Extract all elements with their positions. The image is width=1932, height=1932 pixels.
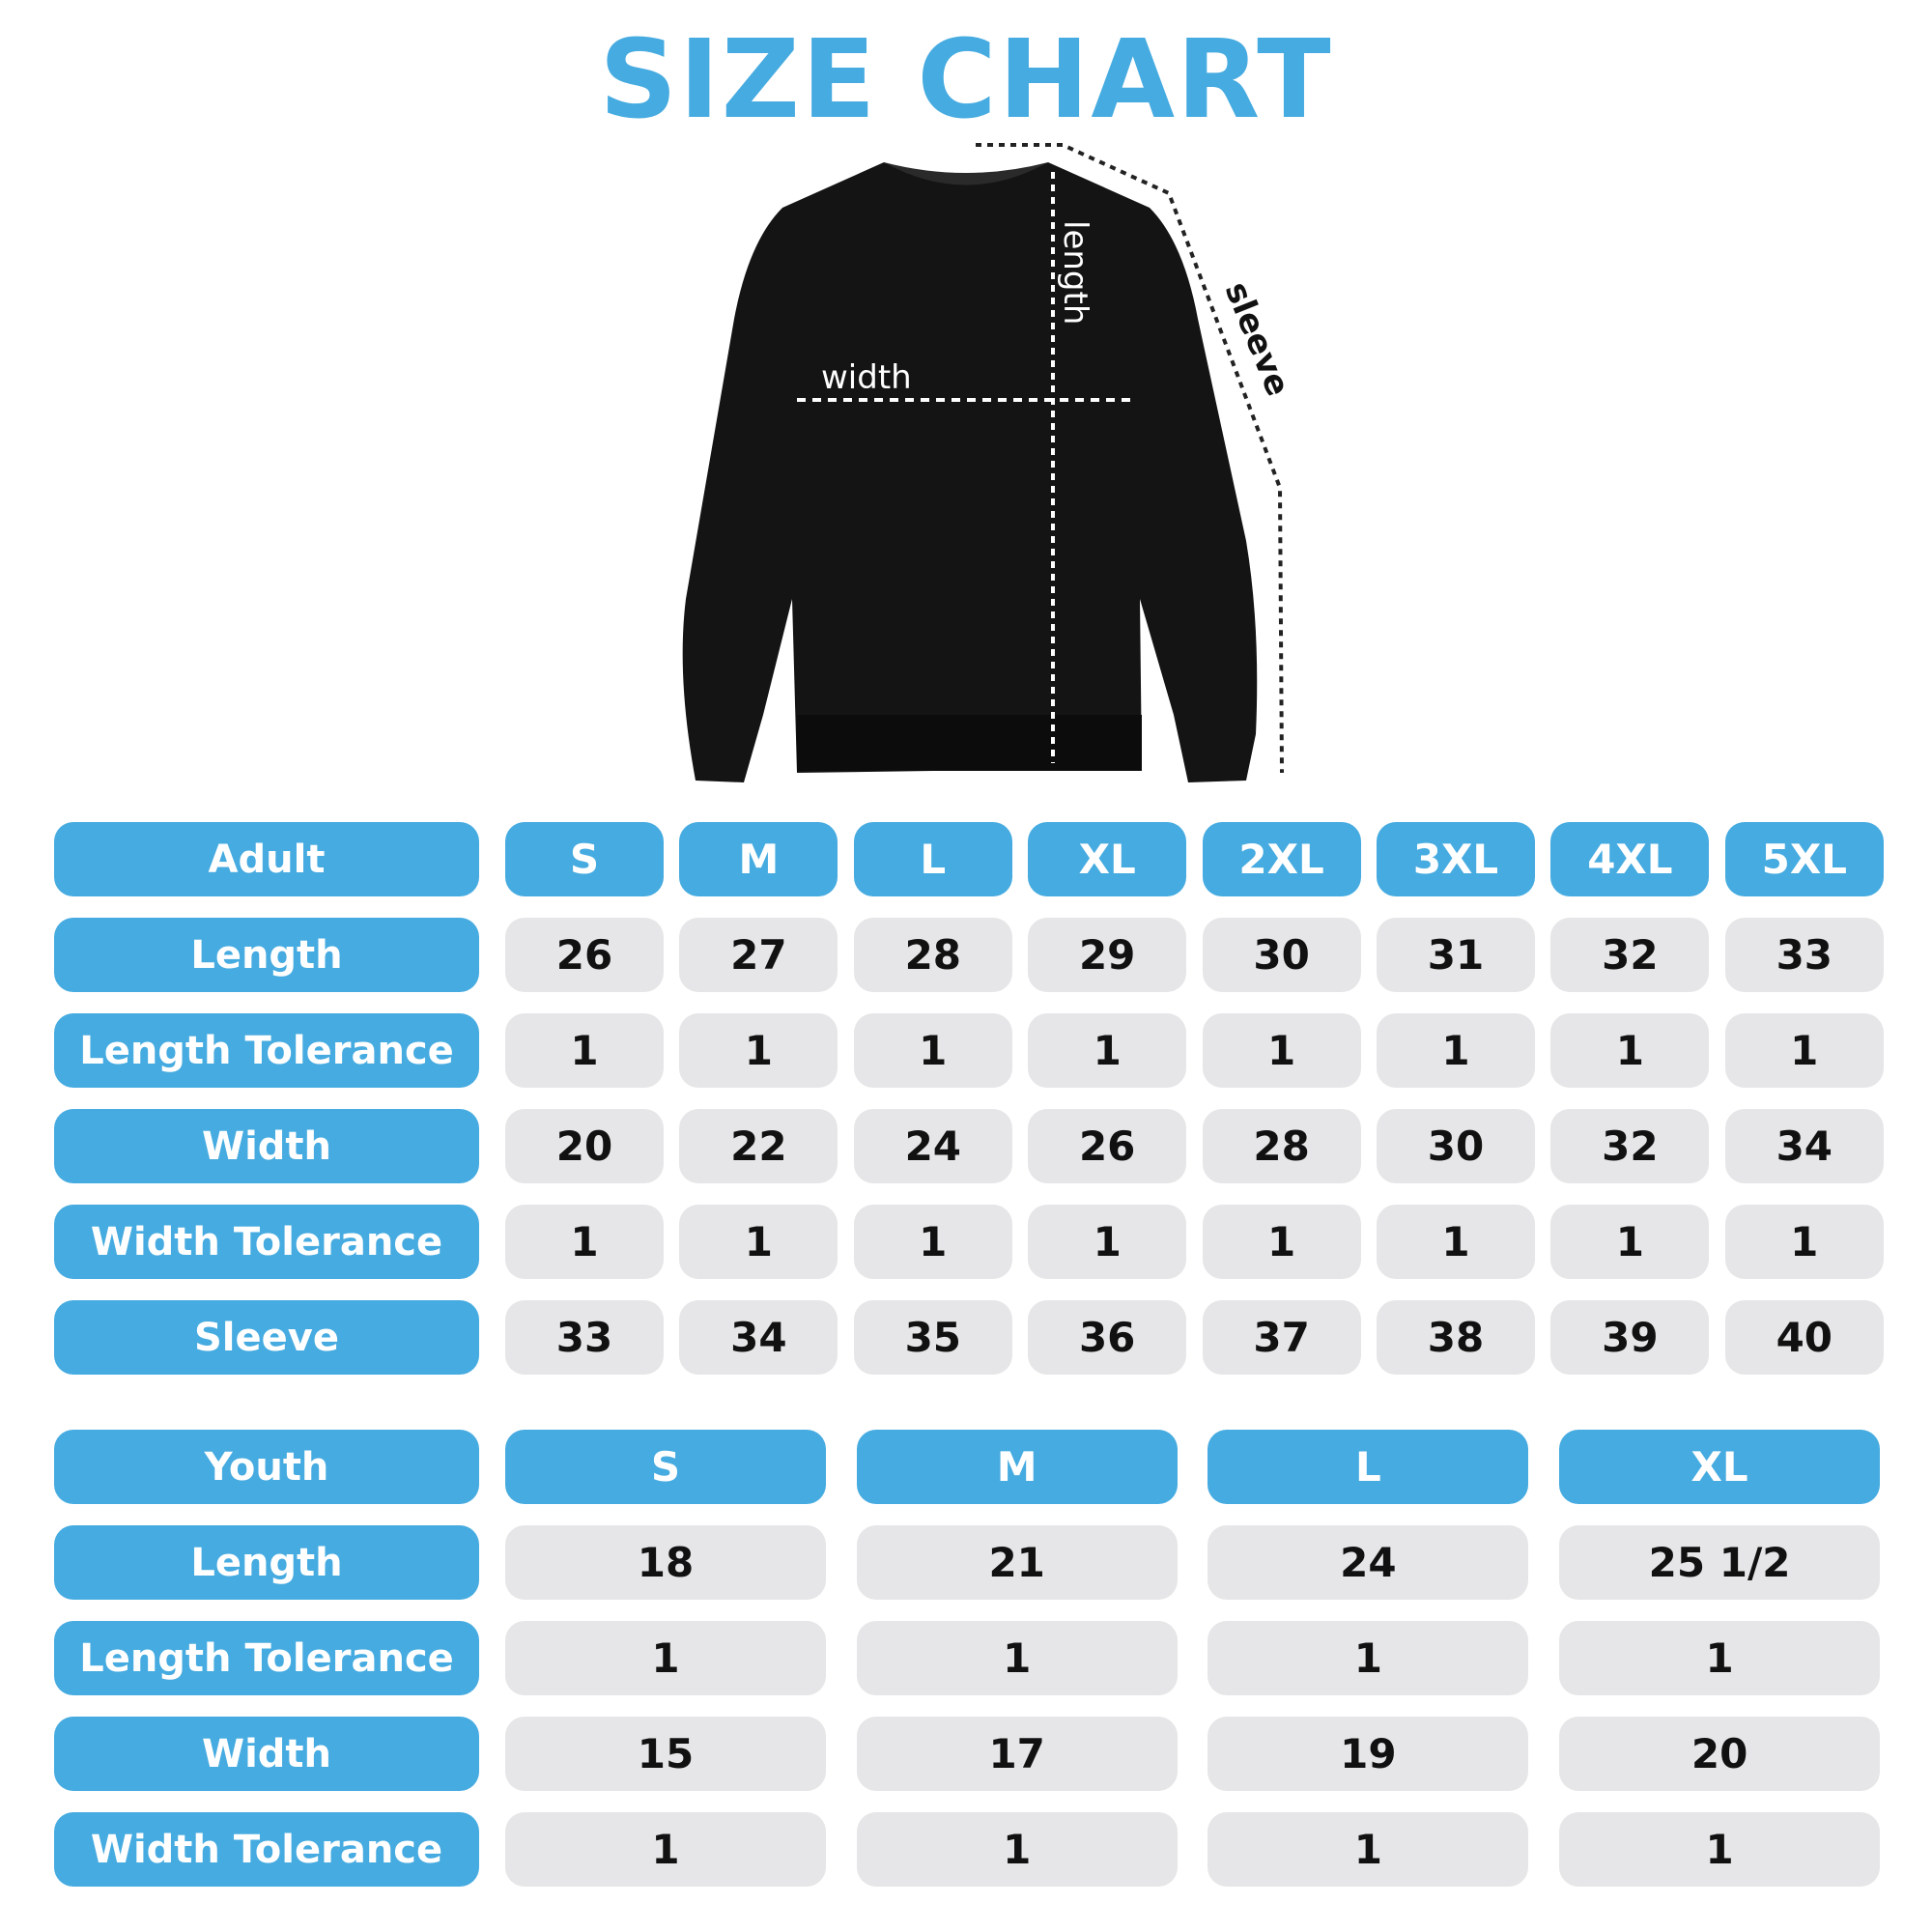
- value-cell: 1: [1550, 1013, 1710, 1088]
- table-row: Width Tolerance 1 1 1 1 1 1 1 1: [54, 1205, 1884, 1279]
- value-cell: 17: [856, 1717, 1178, 1791]
- value-cell: 1: [1028, 1013, 1187, 1088]
- table-row: Length Tolerance 1 1 1 1 1 1 1 1: [54, 1013, 1884, 1088]
- value-cell: 31: [1377, 918, 1535, 992]
- sweatshirt-image: [682, 162, 1258, 782]
- value-cell: 30: [1202, 918, 1361, 992]
- row-label: Length Tolerance: [54, 1621, 479, 1695]
- table-row: Length 18 21 24 25 1/2: [54, 1525, 1881, 1600]
- value-cell: 1: [1202, 1205, 1361, 1279]
- value-cell: 28: [853, 918, 1012, 992]
- value-cell: 1: [1559, 1812, 1881, 1887]
- row-label: Length: [54, 918, 479, 992]
- value-cell: 1: [1208, 1812, 1529, 1887]
- header-row: Adult S M L XL 2XL 3XL 4XL 5XL: [54, 822, 1884, 896]
- value-cell: 1: [679, 1205, 838, 1279]
- value-cell: 20: [1559, 1717, 1881, 1791]
- value-cell: 1: [1550, 1205, 1710, 1279]
- value-cell: 34: [679, 1300, 838, 1375]
- size-header: XL: [1559, 1430, 1881, 1504]
- value-cell: 30: [1377, 1109, 1535, 1183]
- sweatshirt-diagram: width length sleeve: [682, 143, 1297, 782]
- value-cell: 1: [856, 1621, 1178, 1695]
- value-cell: 22: [679, 1109, 838, 1183]
- value-cell: 1: [1208, 1621, 1529, 1695]
- value-cell: 20: [505, 1109, 664, 1183]
- value-cell: 1: [853, 1205, 1012, 1279]
- value-cell: 21: [856, 1525, 1178, 1600]
- value-cell: 1: [1559, 1621, 1881, 1695]
- value-cell: 32: [1550, 918, 1710, 992]
- value-cell: 18: [505, 1525, 826, 1600]
- row-label: Adult: [54, 822, 479, 896]
- value-cell: 1: [1028, 1205, 1187, 1279]
- value-cell: 1: [1377, 1013, 1535, 1088]
- header-row: Youth S M L XL: [54, 1430, 1881, 1504]
- size-header: S: [505, 822, 664, 896]
- table-row: Width 15 17 19 20: [54, 1717, 1881, 1791]
- sleeve-measure-line: [976, 143, 1284, 774]
- row-label: Length Tolerance: [54, 1013, 479, 1088]
- table-row: Width Tolerance 1 1 1 1: [54, 1812, 1881, 1887]
- size-header: XL: [1028, 822, 1187, 896]
- value-cell: 26: [505, 918, 664, 992]
- value-cell: 32: [1550, 1109, 1710, 1183]
- value-cell: 37: [1202, 1300, 1361, 1375]
- size-header: M: [856, 1430, 1178, 1504]
- row-label: Width: [54, 1717, 479, 1791]
- value-cell: 15: [505, 1717, 826, 1791]
- width-label: width: [821, 358, 912, 397]
- row-label: Width Tolerance: [54, 1205, 479, 1279]
- value-cell: 28: [1202, 1109, 1361, 1183]
- value-cell: 1: [1724, 1013, 1884, 1088]
- value-cell: 39: [1550, 1300, 1710, 1375]
- row-label: Length: [54, 1525, 479, 1600]
- row-label: Sleeve: [54, 1300, 479, 1375]
- table-row: Sleeve 33 34 35 36 37 38 39 40: [54, 1300, 1884, 1375]
- value-cell: 33: [1724, 918, 1884, 992]
- value-cell: 38: [1377, 1300, 1535, 1375]
- size-header: L: [1208, 1430, 1529, 1504]
- value-cell: 36: [1028, 1300, 1187, 1375]
- value-cell: 1: [853, 1013, 1012, 1088]
- row-label: Youth: [54, 1430, 479, 1504]
- value-cell: 40: [1724, 1300, 1884, 1375]
- value-cell: 1: [505, 1013, 664, 1088]
- size-header: L: [853, 822, 1012, 896]
- value-cell: 29: [1028, 918, 1187, 992]
- value-cell: 35: [853, 1300, 1012, 1375]
- row-label: Width Tolerance: [54, 1812, 479, 1887]
- value-cell: 33: [505, 1300, 664, 1375]
- value-cell: 24: [853, 1109, 1012, 1183]
- value-cell: 34: [1724, 1109, 1884, 1183]
- value-cell: 1: [1202, 1013, 1361, 1088]
- value-cell: 1: [505, 1205, 664, 1279]
- size-header: M: [679, 822, 838, 896]
- size-header: S: [505, 1430, 826, 1504]
- size-header: 4XL: [1550, 822, 1710, 896]
- value-cell: 1: [679, 1013, 838, 1088]
- size-header: 5XL: [1724, 822, 1884, 896]
- value-cell: 26: [1028, 1109, 1187, 1183]
- value-cell: 24: [1208, 1525, 1529, 1600]
- value-cell: 1: [505, 1621, 826, 1695]
- value-cell: 1: [856, 1812, 1178, 1887]
- value-cell: 1: [505, 1812, 826, 1887]
- table-row: Length 26 27 28 29 30 31 32 33: [54, 918, 1884, 992]
- value-cell: 1: [1377, 1205, 1535, 1279]
- size-header: 2XL: [1202, 822, 1361, 896]
- value-cell: 19: [1208, 1717, 1529, 1791]
- value-cell: 25 1/2: [1559, 1525, 1881, 1600]
- value-cell: 27: [679, 918, 838, 992]
- size-header: 3XL: [1377, 822, 1535, 896]
- page-title: SIZE CHART: [599, 17, 1333, 143]
- row-label: Width: [54, 1109, 479, 1183]
- value-cell: 1: [1724, 1205, 1884, 1279]
- length-label: length: [1056, 220, 1094, 325]
- table-row: Length Tolerance 1 1 1 1: [54, 1621, 1881, 1695]
- table-row: Width 20 22 24 26 28 30 32 34: [54, 1109, 1884, 1183]
- sleeve-label: sleeve: [1217, 276, 1297, 401]
